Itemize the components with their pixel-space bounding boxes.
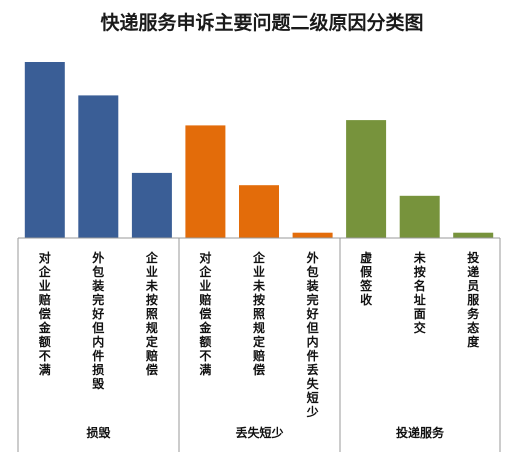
- category-label-2-1: 未按名址面交: [413, 250, 426, 335]
- bar-2-0: [346, 120, 387, 238]
- category-label-0-0: 对企业赔偿金额不满: [38, 250, 52, 377]
- category-label-0-2: 企业未按照规定赔偿: [145, 250, 159, 377]
- chart-title: 快递服务申诉主要问题二级原因分类图: [100, 11, 423, 34]
- bar-1-0: [185, 125, 226, 238]
- bar-0-0: [24, 62, 65, 238]
- bar-1-1: [239, 185, 279, 238]
- bar-2-2: [453, 232, 494, 238]
- bar-1-2: [292, 232, 333, 238]
- bar-2-1: [399, 195, 440, 238]
- category-label-2-2: 投递员服务态度: [467, 250, 480, 349]
- group-label-1: 丢失短少: [235, 425, 283, 440]
- category-label-1-1: 企业未按照规定赔偿: [252, 250, 266, 377]
- axes-layer: [17, 237, 501, 452]
- category-label-1-2: 外包装完好但内件丢失短少: [306, 250, 320, 419]
- bar-0-1: [78, 95, 119, 239]
- bar-0-2: [131, 172, 172, 238]
- category-label-2-0: 虚假签收: [359, 250, 373, 307]
- group-label-0: 损毁: [86, 425, 110, 440]
- group-label-2: 投递服务: [396, 425, 445, 440]
- category-label-0-1: 外包装完好但内件损毁: [91, 250, 104, 391]
- bars-layer: [24, 62, 494, 239]
- category-label-1-0: 对企业赔偿金额不满: [198, 250, 212, 377]
